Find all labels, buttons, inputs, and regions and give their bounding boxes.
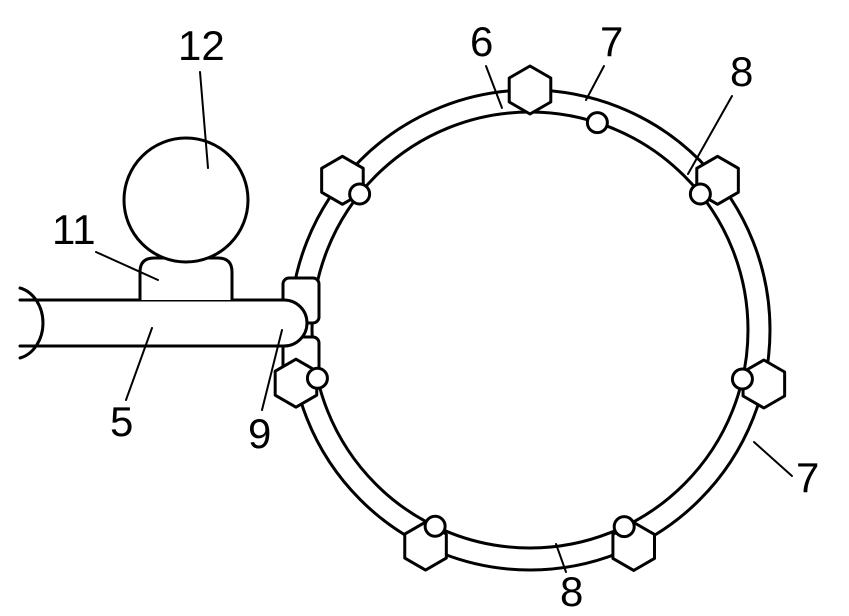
leader-7-7 <box>754 442 792 476</box>
label-9-3: 9 <box>248 410 271 457</box>
ball <box>124 138 248 262</box>
label-7-5: 7 <box>600 18 623 65</box>
leader-7-5 <box>586 66 604 100</box>
pin-2 <box>307 368 327 388</box>
pin-3 <box>425 516 445 536</box>
label-8-8: 8 <box>560 568 583 615</box>
label-6-4: 6 <box>470 18 493 65</box>
ring-outer <box>290 90 770 570</box>
hex-node-0 <box>509 66 551 114</box>
label-8-6: 8 <box>730 48 753 95</box>
pin-5 <box>732 369 752 389</box>
shaft <box>20 300 307 346</box>
label-12-0: 12 <box>178 22 225 69</box>
leader-6-4 <box>486 66 502 108</box>
ring-inner <box>312 112 748 548</box>
label-11-1: 11 <box>52 206 96 253</box>
label-5-2: 5 <box>110 398 133 445</box>
pin-6 <box>690 184 710 204</box>
pin-1 <box>350 184 370 204</box>
pin-4 <box>614 517 634 537</box>
pin-0 <box>587 113 607 133</box>
label-7-7: 7 <box>796 454 819 501</box>
